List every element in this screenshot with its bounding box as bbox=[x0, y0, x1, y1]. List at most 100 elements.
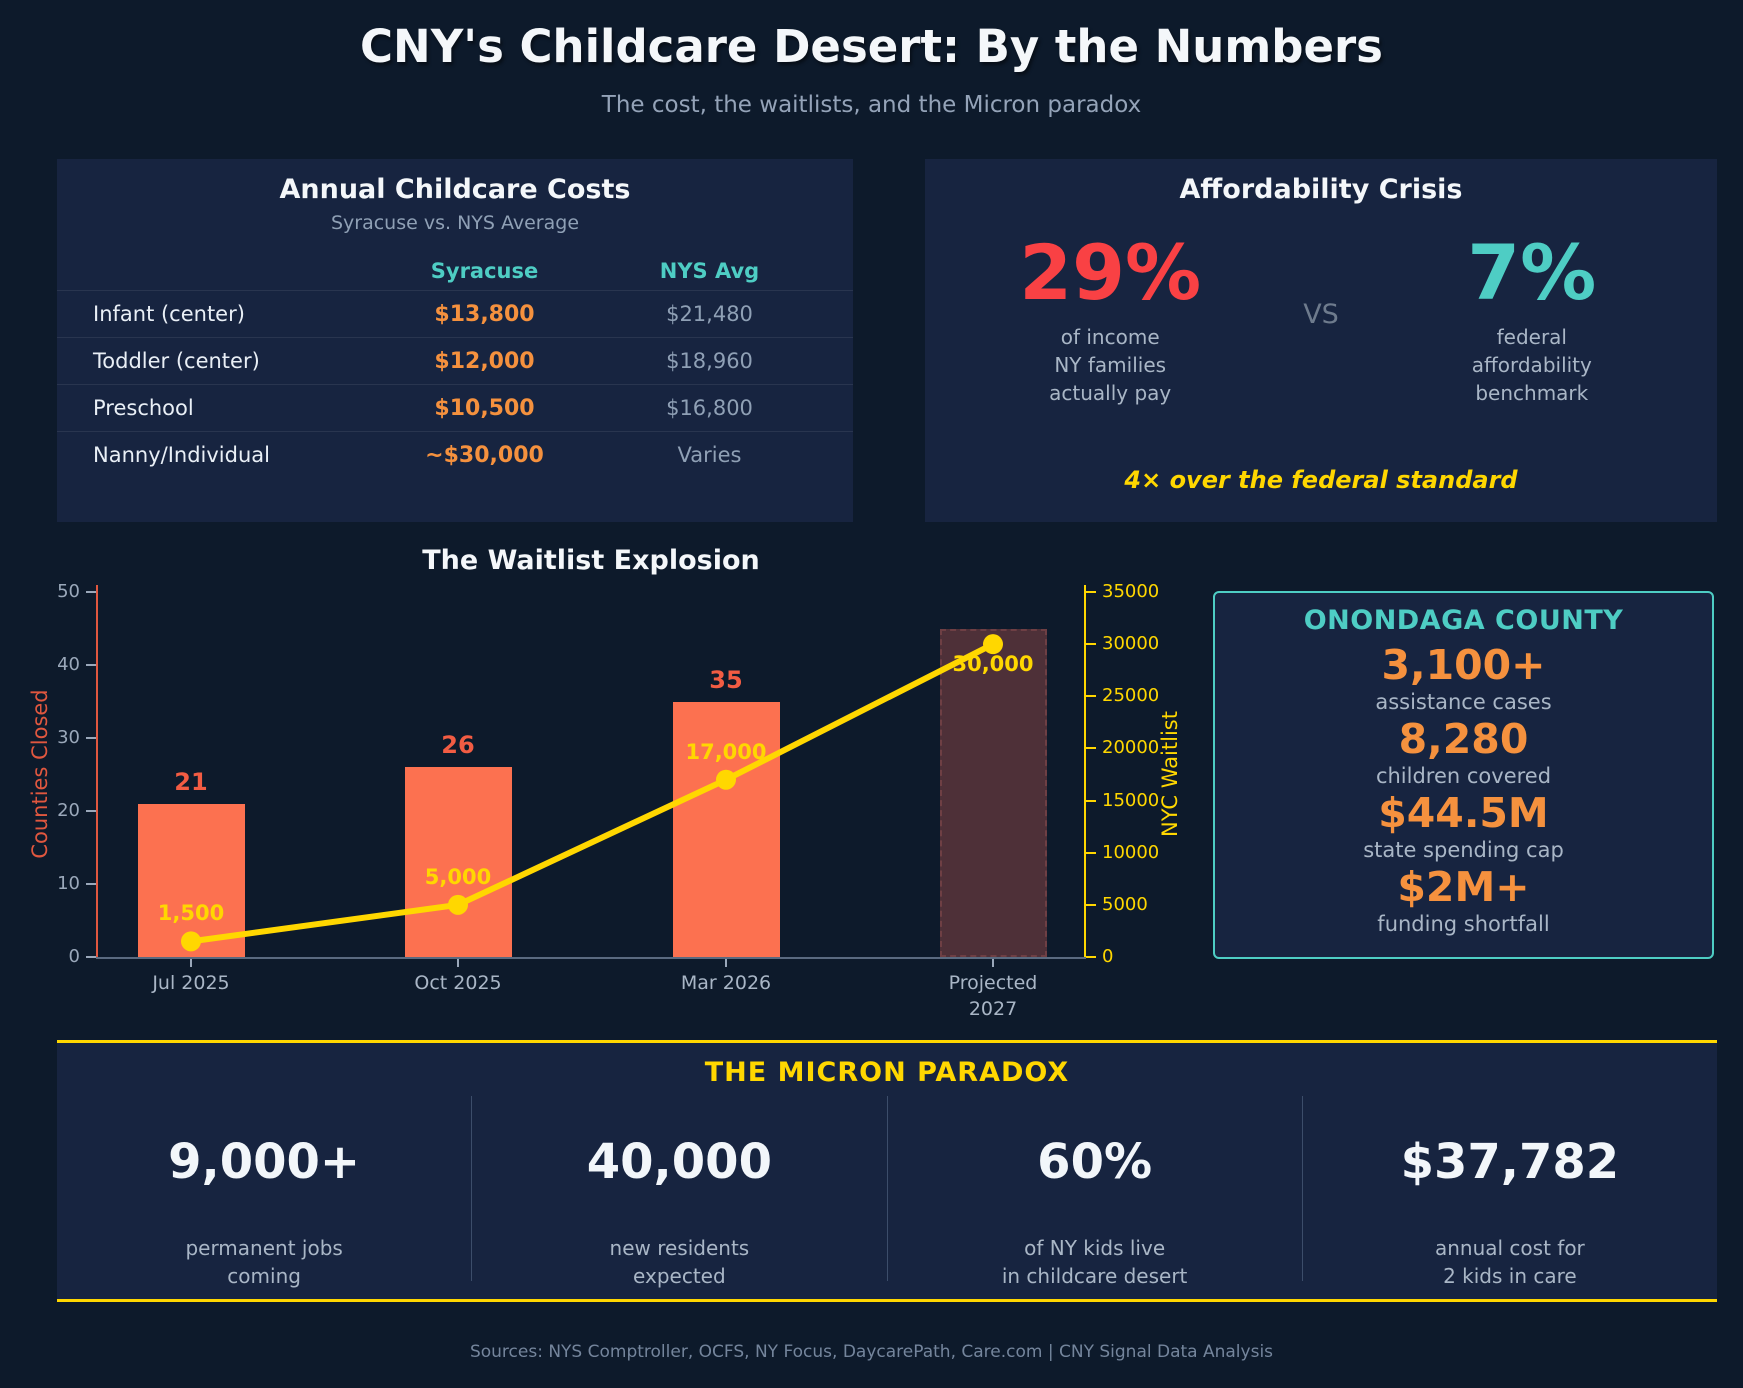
costs-table-header: Syracuse NYS Avg bbox=[57, 252, 853, 290]
nys-avg-value: $16,800 bbox=[666, 396, 753, 420]
stat-value: $37,782 bbox=[1400, 1134, 1620, 1190]
x-tick-label-oct-2025: Oct 2025 bbox=[414, 972, 502, 994]
page-subtitle: The cost, the waitlists, and the Micron … bbox=[601, 92, 1142, 118]
caption-line: expected bbox=[633, 1264, 726, 1288]
stat-value: 40,000 bbox=[586, 1134, 772, 1190]
right-axis-label: NYC Waitlist bbox=[1158, 711, 1182, 837]
table-row: Toddler (center) $12,000 $18,960 bbox=[57, 337, 853, 384]
nys-avg-value: Varies bbox=[677, 443, 742, 467]
caption-line: federal bbox=[1496, 324, 1567, 349]
right-axis-spine bbox=[1084, 585, 1086, 959]
stat-caption: new residents expected bbox=[472, 1234, 886, 1290]
caption-line: actually pay bbox=[1049, 380, 1172, 405]
bar-oct-2025 bbox=[404, 767, 512, 957]
left-axis-label: Counties Closed bbox=[28, 689, 52, 859]
line-marker bbox=[716, 769, 736, 790]
chart-title: The Waitlist Explosion bbox=[422, 545, 760, 576]
left-axis-tick bbox=[86, 810, 96, 812]
micron-panel: THE MICRON PARADOX 9,000+ permanent jobs… bbox=[57, 1040, 1717, 1302]
costs-col-syracuse: Syracuse bbox=[430, 259, 539, 283]
syracuse-value: $13,800 bbox=[434, 301, 535, 327]
caption-line: affordability bbox=[1471, 352, 1592, 377]
x-tick-label-mar-2026: Mar 2026 bbox=[680, 972, 772, 994]
line-value-label: 5,000 bbox=[424, 864, 492, 889]
x-axis-tick bbox=[992, 959, 994, 967]
left-axis-tick bbox=[86, 737, 96, 739]
onondaga-panel: ONONDAGA COUNTY 3,100+ assistance cases … bbox=[1213, 591, 1714, 959]
row-label: Toddler (center) bbox=[93, 349, 260, 373]
micron-stat-jobs: 9,000+ permanent jobs coming bbox=[57, 1096, 471, 1288]
table-row: Nanny/Individual ~$30,000 Varies bbox=[57, 431, 853, 478]
caption-line: of income bbox=[1060, 324, 1160, 349]
right-axis-tick bbox=[1086, 903, 1096, 906]
row-label: Preschool bbox=[93, 396, 194, 420]
costs-panel: Annual Childcare Costs Syracuse vs. NYS … bbox=[57, 159, 853, 522]
caption-line: 2 kids in care bbox=[1443, 1264, 1577, 1288]
line-marker bbox=[983, 634, 1003, 655]
stat-caption: children covered bbox=[1375, 764, 1552, 788]
affordability-title: Affordability Crisis bbox=[1179, 174, 1463, 205]
x-tick-label-projected-2027: Projected 2027 bbox=[948, 972, 1038, 1020]
costs-panel-subtitle: Syracuse vs. NYS Average bbox=[330, 212, 580, 234]
income-paid-caption: of income NY families actually pay bbox=[975, 323, 1245, 407]
stat-value: 8,280 bbox=[1398, 715, 1529, 763]
stat-value: 60% bbox=[1037, 1134, 1153, 1190]
federal-benchmark-value: 7% bbox=[1467, 228, 1597, 317]
sources-footer: Sources: NYS Comptroller, OCFS, NY Focus… bbox=[469, 1342, 1274, 1362]
projected-bar-projected-2027 bbox=[939, 628, 1047, 957]
waitlist-line bbox=[188, 641, 996, 945]
row-label: Nanny/Individual bbox=[93, 443, 270, 467]
stat-caption: funding shortfall bbox=[1377, 912, 1550, 936]
caption-line: NY families bbox=[1054, 352, 1167, 377]
line-value-label: 1,500 bbox=[157, 901, 225, 926]
x-axis-tick bbox=[457, 959, 459, 967]
left-axis-tick bbox=[86, 664, 96, 666]
right-axis-tick bbox=[1086, 747, 1096, 750]
right-axis-tick-label: 5000 bbox=[1102, 893, 1148, 915]
right-axis-tick-label: 35000 bbox=[1102, 581, 1160, 602]
left-axis-tick-label: 0 bbox=[68, 946, 80, 967]
stat-caption: of NY kids live in childcare desert bbox=[888, 1234, 1302, 1290]
left-axis-tick-label: 50 bbox=[57, 581, 80, 602]
table-row: Infant (center) $13,800 $21,480 bbox=[57, 290, 853, 337]
right-axis-tick bbox=[1086, 643, 1096, 646]
line-marker bbox=[181, 931, 201, 952]
micron-stat-desert: 60% of NY kids live in childcare desert bbox=[886, 1096, 1302, 1288]
caption-line: of NY kids live bbox=[1024, 1236, 1166, 1260]
right-axis-tick bbox=[1086, 695, 1096, 698]
syracuse-value: ~$30,000 bbox=[425, 442, 544, 468]
federal-benchmark-caption: federal affordability benchmark bbox=[1397, 323, 1667, 407]
syracuse-value: $10,500 bbox=[434, 395, 535, 421]
stat-value: 3,100+ bbox=[1381, 641, 1546, 689]
stat-caption: annual cost for 2 kids in care bbox=[1303, 1234, 1717, 1290]
bar-value-label: 26 bbox=[441, 731, 475, 760]
x-axis-tick bbox=[725, 959, 727, 967]
affordability-panel: Affordability Crisis 29% of income NY fa… bbox=[925, 159, 1717, 522]
caption-line: in childcare desert bbox=[1001, 1264, 1188, 1288]
nys-avg-value: $21,480 bbox=[666, 302, 753, 326]
caption-line: permanent jobs bbox=[185, 1236, 343, 1260]
caption-line: coming bbox=[227, 1264, 301, 1288]
income-paid-value: 29% bbox=[1019, 228, 1202, 317]
left-axis-spine bbox=[96, 585, 98, 959]
left-axis-tick bbox=[86, 956, 96, 958]
caption-line: annual cost for bbox=[1434, 1236, 1585, 1260]
caption-line: benchmark bbox=[1475, 380, 1589, 405]
line-marker bbox=[448, 894, 468, 915]
stat-value: 9,000+ bbox=[168, 1134, 361, 1190]
right-axis-tick-label: 30000 bbox=[1102, 633, 1160, 655]
bar-mar-2026 bbox=[672, 701, 780, 957]
line-value-label: 17,000 bbox=[685, 739, 767, 764]
line-value-label: 30,000 bbox=[952, 652, 1034, 677]
micron-title: THE MICRON PARADOX bbox=[704, 1057, 1070, 1088]
costs-col-nys-avg: NYS Avg bbox=[659, 259, 760, 283]
syracuse-value: $12,000 bbox=[434, 348, 535, 374]
x-axis-tick bbox=[190, 959, 192, 967]
stat-value: $2M+ bbox=[1397, 863, 1530, 911]
right-axis-tick-label: 0 bbox=[1102, 946, 1114, 967]
left-axis-tick-label: 10 bbox=[57, 873, 80, 894]
stat-caption: assistance cases bbox=[1375, 690, 1552, 714]
bar-value-label: 35 bbox=[709, 665, 743, 694]
vs-label: VS bbox=[1303, 299, 1339, 330]
right-axis-tick bbox=[1086, 591, 1096, 593]
